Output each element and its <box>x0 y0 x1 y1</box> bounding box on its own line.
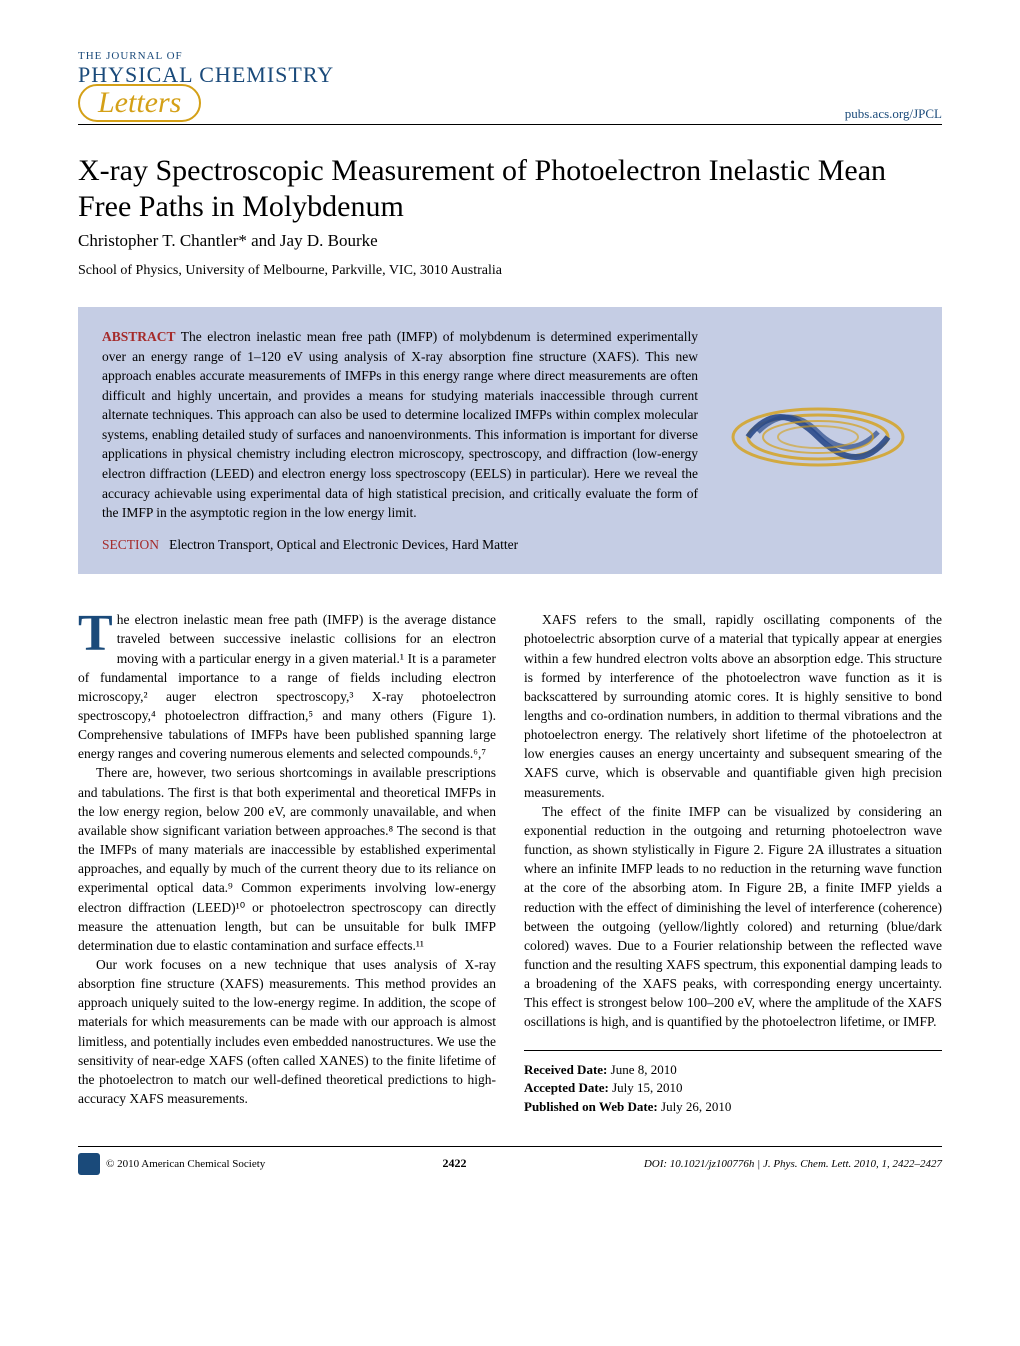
p1-text: he electron inelastic mean free path (IM… <box>78 612 496 761</box>
journal-logo: THE JOURNAL OF PHYSICAL CHEMISTRY Letter… <box>78 50 334 122</box>
body-p5: The effect of the finite IMFP can be vis… <box>524 802 942 1032</box>
header: THE JOURNAL OF PHYSICAL CHEMISTRY Letter… <box>78 50 942 125</box>
dates-block: Received Date: June 8, 2010 Accepted Dat… <box>524 1050 942 1116</box>
column-left: The electron inelastic mean free path (I… <box>78 610 496 1116</box>
journal-url[interactable]: pubs.acs.org/JPCL <box>845 106 942 122</box>
received-label: Received Date: <box>524 1062 607 1077</box>
article-title: X-ray Spectroscopic Measurement of Photo… <box>78 153 942 225</box>
doi-citation: DOI: 10.1021/jz100776h | J. Phys. Chem. … <box>644 1158 942 1170</box>
body-p4: XAFS refers to the small, rapidly oscill… <box>524 610 942 802</box>
body-p3: Our work focuses on a new technique that… <box>78 955 496 1108</box>
abstract-label: ABSTRACT <box>102 329 176 344</box>
footer-left: © 2010 American Chemical Society <box>78 1153 265 1175</box>
abstract-text-block: ABSTRACT The electron inelastic mean fre… <box>102 327 698 554</box>
section-line: SECTION Electron Transport, Optical and … <box>102 535 698 555</box>
abstract-body: The electron inelastic mean free path (I… <box>102 329 698 520</box>
copyright: © 2010 American Chemical Society <box>106 1158 265 1170</box>
body-columns: The electron inelastic mean free path (I… <box>78 610 942 1116</box>
wave-icon <box>718 347 918 507</box>
web-row: Published on Web Date: July 26, 2010 <box>524 1098 942 1116</box>
accepted-label: Accepted Date: <box>524 1080 609 1095</box>
dropcap: T <box>78 610 117 654</box>
abstract-graphic <box>718 327 918 527</box>
body-p2: There are, however, two serious shortcom… <box>78 763 496 955</box>
received-row: Received Date: June 8, 2010 <box>524 1061 942 1079</box>
footer: © 2010 American Chemical Society 2422 DO… <box>78 1146 942 1175</box>
web-label: Published on Web Date: <box>524 1099 658 1114</box>
body-p1: The electron inelastic mean free path (I… <box>78 610 496 763</box>
accepted-row: Accepted Date: July 15, 2010 <box>524 1079 942 1097</box>
received-date: June 8, 2010 <box>611 1062 677 1077</box>
accepted-date: July 15, 2010 <box>612 1080 682 1095</box>
web-date: July 26, 2010 <box>661 1099 731 1114</box>
acs-badge-icon <box>78 1153 100 1175</box>
journal-name-line3: Letters <box>78 84 201 122</box>
column-right: XAFS refers to the small, rapidly oscill… <box>524 610 942 1116</box>
abstract-box: ABSTRACT The electron inelastic mean fre… <box>78 307 942 574</box>
section-text: Electron Transport, Optical and Electron… <box>169 537 518 552</box>
authors: Christopher T. Chantler* and Jay D. Bour… <box>78 231 942 251</box>
page-number: 2422 <box>443 1156 467 1171</box>
journal-name-line1: THE JOURNAL OF <box>78 50 183 62</box>
section-label: SECTION <box>102 537 159 552</box>
affiliation: School of Physics, University of Melbour… <box>78 263 942 279</box>
